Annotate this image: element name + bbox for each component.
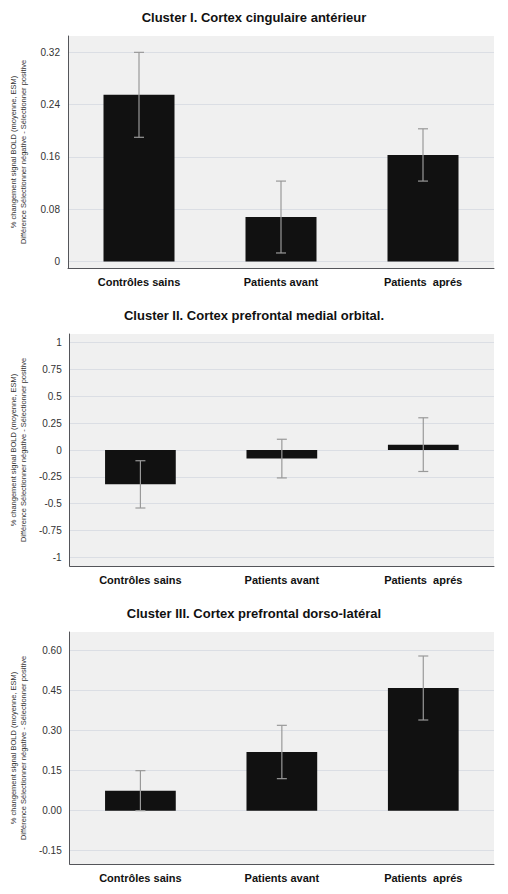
svg-text:Patients aprés: Patients aprés [384,276,462,288]
svg-text:0.16: 0.16 [41,151,61,162]
svg-text:Cluster II. Cortex prefrontal: Cluster II. Cortex prefrontal medial orb… [124,308,384,323]
svg-text:Cluster I. Cortex cingulaire a: Cluster I. Cortex cingulaire antérieur [142,10,367,25]
svg-text:0.08: 0.08 [41,204,61,215]
svg-text:0: 0 [54,256,60,267]
svg-text:-1: -1 [53,552,62,563]
svg-text:0: 0 [56,445,62,456]
svg-text:0.30: 0.30 [42,725,62,736]
svg-text:-0.5: -0.5 [44,498,62,509]
svg-text:0.75: 0.75 [42,364,62,375]
svg-text:-0.25: -0.25 [39,471,62,482]
svg-text:0.5: 0.5 [48,391,62,402]
svg-text:0.15: 0.15 [42,765,62,776]
svg-text:-0.75: -0.75 [39,525,62,536]
svg-text:Contrôles sains: Contrôles sains [98,276,181,288]
svg-text:Cluster III. Cortex prefrontal: Cluster III. Cortex prefrontal dorso-lat… [127,606,381,621]
svg-text:Patients aprés: Patients aprés [384,872,462,884]
svg-text:-0.15: -0.15 [39,845,62,856]
svg-text:0.24: 0.24 [41,99,61,110]
svg-text:0.25: 0.25 [42,418,62,429]
svg-text:Patients avant: Patients avant [245,872,320,884]
svg-text:0.45: 0.45 [42,685,62,696]
svg-text:Différence Sélectionner négati: Différence Sélectionner négative - Sélec… [19,656,28,840]
svg-text:% changement signal BOLD (moye: % changement signal BOLD (moyenne, ESM) [9,75,18,228]
svg-text:% changement signal BOLD (moye: % changement signal BOLD (moyenne, ESM) [9,373,18,526]
svg-text:Contrôles sains: Contrôles sains [99,872,182,884]
svg-text:Différence Sélectionner négati: Différence Sélectionner négative - Sélec… [19,358,28,542]
svg-text:Patients avant: Patients avant [245,574,320,586]
svg-text:Patients avant: Patients avant [244,276,319,288]
svg-text:Contrôles sains: Contrôles sains [99,574,182,586]
svg-text:0.60: 0.60 [42,645,62,656]
svg-text:% changement signal BOLD (moye: % changement signal BOLD (moyenne, ESM) [9,671,18,824]
svg-text:Différence Sélectionner négati: Différence Sélectionner négative - Sélec… [19,60,28,244]
svg-text:0.32: 0.32 [41,47,61,58]
svg-text:Patients aprés: Patients aprés [384,574,462,586]
svg-text:0.00: 0.00 [42,805,62,816]
svg-text:1: 1 [56,337,62,348]
